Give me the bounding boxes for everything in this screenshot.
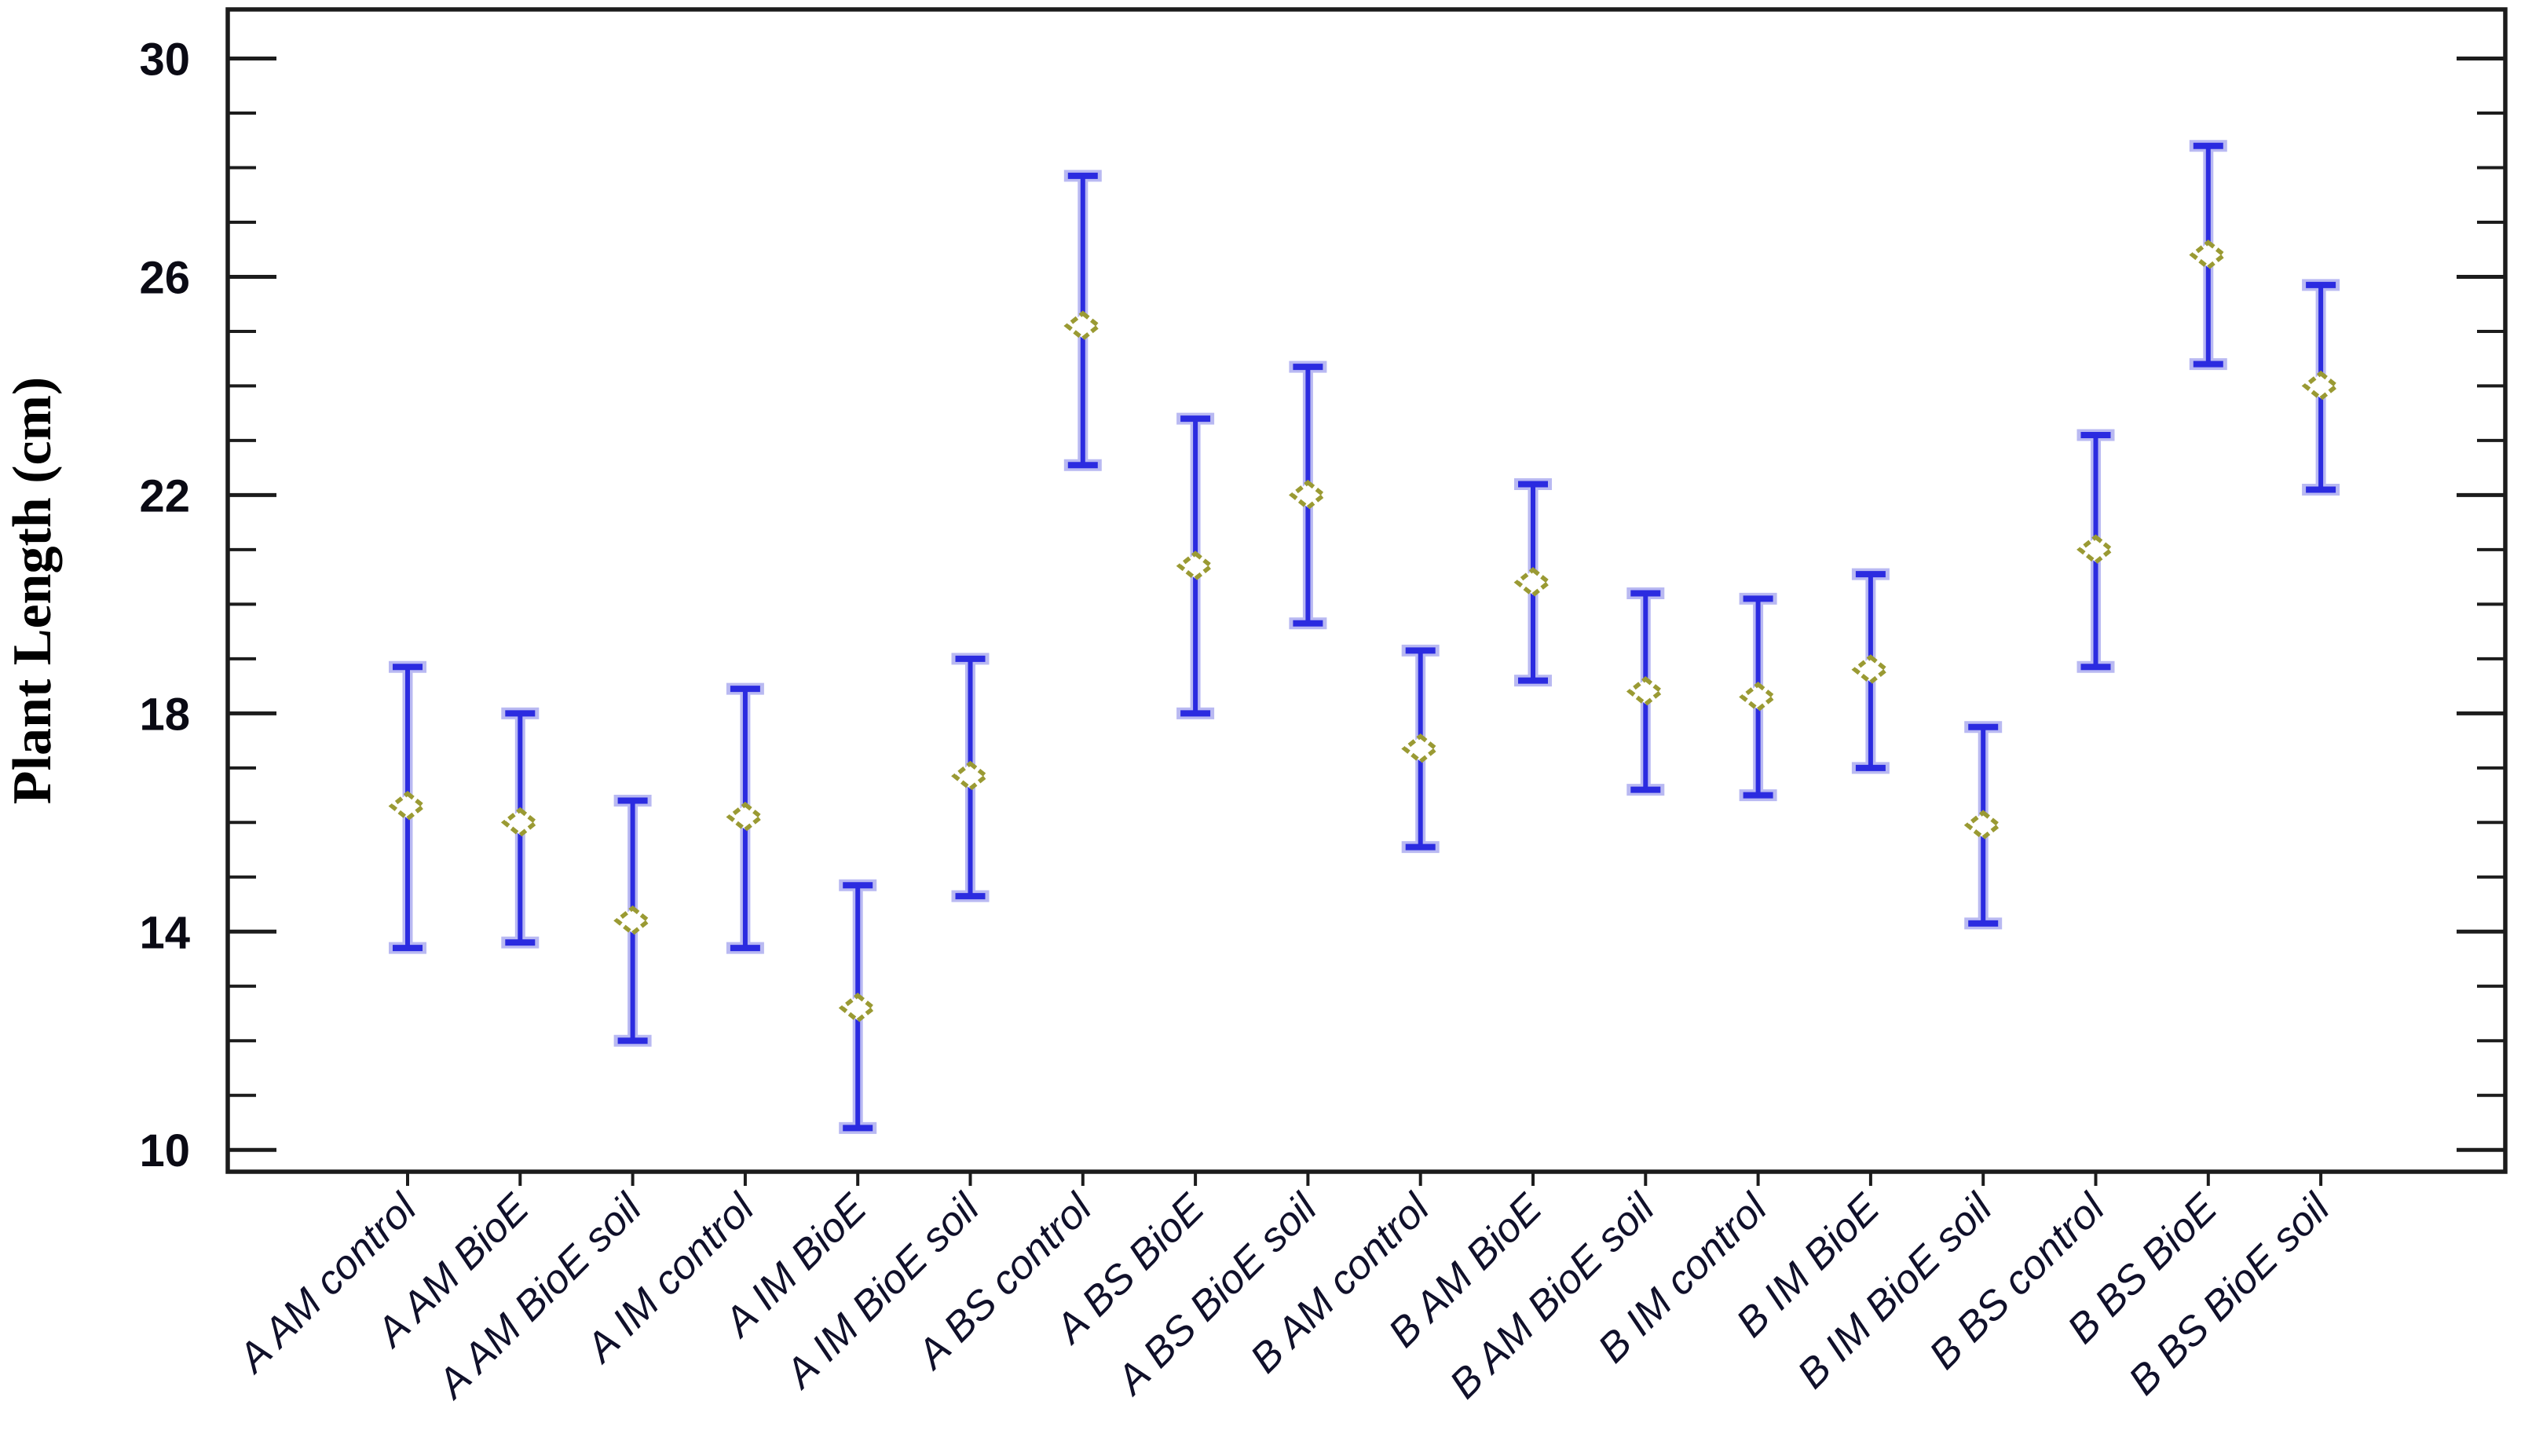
y-tick-label-26: 26 bbox=[139, 252, 190, 303]
mean-marker-a-bs-bioe-soil bbox=[1288, 479, 1327, 510]
plot-frame bbox=[225, 7, 2508, 1174]
errorbar-a-bs-bioe bbox=[1176, 412, 1215, 719]
y-tick-label-14: 14 bbox=[139, 907, 190, 958]
errorbar-b-am-bioe-soil bbox=[1626, 587, 1665, 796]
x-tick-label-a-bs-bioe-soil: A BS BioE soil bbox=[1107, 1184, 1326, 1404]
x-tick-label-a-im-bioe-soil: A IM BioE soil bbox=[775, 1184, 989, 1398]
mean-marker-b-im-bioe-soil bbox=[1963, 810, 2003, 841]
mean-marker-a-bs-bioe bbox=[1176, 551, 1215, 582]
errorbar-b-bs-control bbox=[2076, 429, 2115, 673]
mean-marker-a-am-bioe bbox=[500, 807, 540, 838]
y-tick-label-30: 30 bbox=[139, 35, 190, 86]
mean-marker-b-bs-control bbox=[2076, 534, 2115, 565]
errorbar-a-im-bioe-soil bbox=[951, 653, 990, 902]
errorbar-b-im-control bbox=[1739, 592, 1778, 802]
mean-marker-b-am-bioe bbox=[1513, 567, 1553, 598]
mean-marker-a-am-bioe-soil bbox=[613, 905, 653, 936]
x-tick-label-b-bs-bioe-soil: B BS BioE soil bbox=[2120, 1184, 2340, 1403]
mean-marker-a-im-bioe bbox=[838, 993, 877, 1024]
mean-marker-b-bs-bioe-soil bbox=[2301, 370, 2340, 401]
errorbar-a-am-bioe-soil bbox=[613, 795, 653, 1047]
mean-marker-a-im-control bbox=[726, 801, 765, 832]
errorbar-a-bs-bioe-soil bbox=[1288, 360, 1327, 630]
errorbar-b-im-bioe-soil bbox=[1963, 721, 2003, 930]
mean-marker-a-am-control bbox=[388, 790, 427, 821]
mean-marker-a-im-bioe-soil bbox=[951, 760, 990, 792]
errorbar-b-bs-bioe bbox=[2189, 140, 2228, 371]
errorbar-a-bs-control bbox=[1063, 170, 1103, 471]
mean-marker-a-bs-control bbox=[1063, 310, 1103, 342]
x-tick-label-b-im-bioe-soil: B IM BioE soil bbox=[1789, 1184, 2002, 1397]
y-tick-label-22: 22 bbox=[139, 470, 190, 521]
mean-marker-b-am-control bbox=[1401, 733, 1440, 765]
mean-marker-b-im-control bbox=[1739, 681, 1778, 713]
errorbar-b-bs-bioe-soil bbox=[2301, 279, 2340, 496]
errorbar-a-am-control bbox=[388, 660, 427, 954]
y-axis-title: Plant Length (cm) bbox=[2, 377, 63, 804]
errorbar-b-am-bioe bbox=[1513, 478, 1553, 687]
mean-marker-b-bs-bioe bbox=[2189, 240, 2228, 271]
x-tick-label-b-am-bioe-soil: B AM BioE soil bbox=[1441, 1184, 1664, 1407]
errorbar-b-im-bioe bbox=[1851, 568, 1890, 774]
errorbar-a-im-bioe bbox=[838, 879, 877, 1134]
x-tick-label-a-am-bioe-soil: A AM BioE soil bbox=[428, 1184, 652, 1408]
y-tick-label-10: 10 bbox=[139, 1125, 190, 1176]
errorbar-a-am-bioe bbox=[500, 707, 540, 949]
x-tick-label-a-am-control: A AM control bbox=[229, 1184, 426, 1382]
y-tick-label-18: 18 bbox=[139, 689, 190, 740]
errorbar-b-am-control bbox=[1401, 644, 1440, 854]
mean-marker-b-im-bioe bbox=[1851, 654, 1890, 686]
mean-marker-b-am-bioe-soil bbox=[1626, 676, 1665, 708]
errorbar-a-im-control bbox=[726, 682, 765, 954]
